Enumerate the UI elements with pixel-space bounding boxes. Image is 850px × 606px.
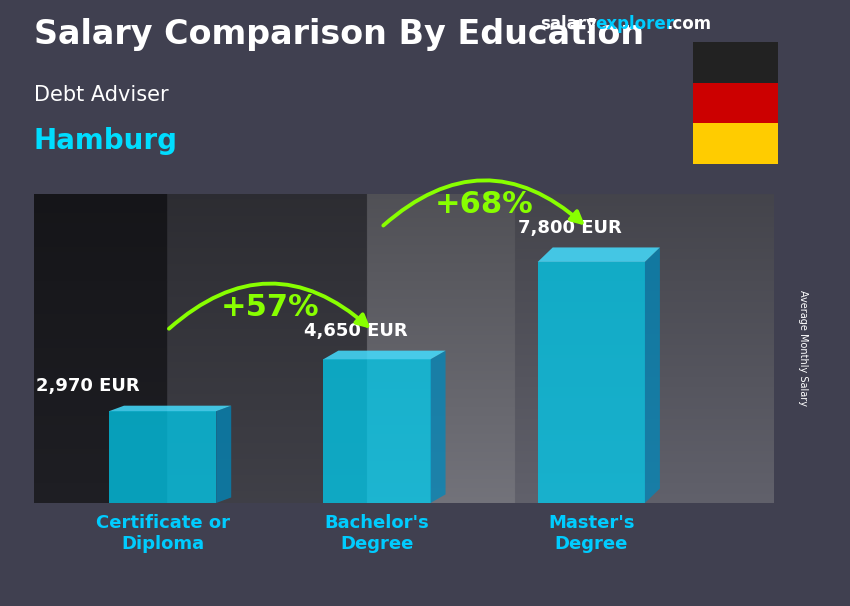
Bar xyxy=(693,42,778,83)
Bar xyxy=(693,83,778,123)
Text: +57%: +57% xyxy=(220,293,319,322)
Polygon shape xyxy=(323,351,445,359)
Polygon shape xyxy=(645,247,660,503)
Text: Hamburg: Hamburg xyxy=(34,127,178,155)
Text: 7,800 EUR: 7,800 EUR xyxy=(518,219,621,238)
Polygon shape xyxy=(109,405,231,411)
Bar xyxy=(323,359,431,503)
Text: 2,970 EUR: 2,970 EUR xyxy=(36,378,139,396)
Bar xyxy=(693,123,778,164)
Text: salary: salary xyxy=(540,15,597,33)
Polygon shape xyxy=(538,247,660,262)
Text: .com: .com xyxy=(666,15,711,33)
Text: 4,650 EUR: 4,650 EUR xyxy=(303,322,407,341)
Text: Average Monthly Salary: Average Monthly Salary xyxy=(798,290,808,407)
Text: explorer: explorer xyxy=(595,15,674,33)
Text: Salary Comparison By Education: Salary Comparison By Education xyxy=(34,18,644,51)
Bar xyxy=(538,262,645,503)
Text: +68%: +68% xyxy=(434,190,534,219)
Polygon shape xyxy=(431,351,445,503)
Bar xyxy=(109,411,216,503)
Text: Debt Adviser: Debt Adviser xyxy=(34,85,168,105)
Polygon shape xyxy=(216,405,231,503)
